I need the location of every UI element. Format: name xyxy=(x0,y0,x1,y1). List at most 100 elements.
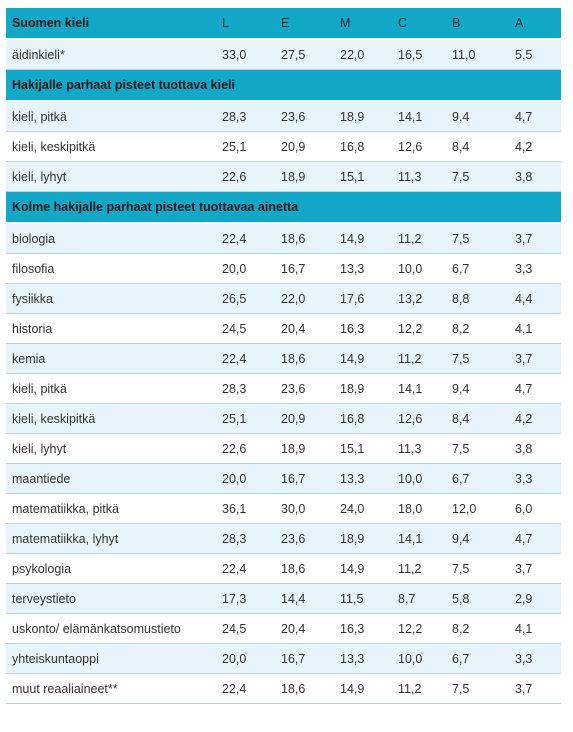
points-cell: 14,9 xyxy=(332,343,390,374)
subject-label: kemia xyxy=(6,343,214,374)
points-cell: 18,9 xyxy=(332,373,390,404)
points-cell: 14,9 xyxy=(332,553,390,584)
points-cell: 10,0 xyxy=(390,463,444,494)
points-cell: 9,4 xyxy=(444,523,507,554)
points-cell: 11,2 xyxy=(390,673,444,704)
table-row: kieli, keskipitkä 25,1 20,9 16,8 12,6 8,4 4,2 xyxy=(6,403,561,434)
subject-label: psykologia xyxy=(6,553,214,584)
points-cell: 16,8 xyxy=(332,131,390,162)
points-cell: 7,5 xyxy=(444,673,507,704)
table-row: kemia 22,4 18,6 14,9 11,2 7,5 3,7 xyxy=(6,343,561,374)
points-cell: 20,0 xyxy=(214,643,273,674)
points-cell: 16,5 xyxy=(390,39,444,70)
points-cell: 14,9 xyxy=(332,223,390,254)
points-cell: 14,1 xyxy=(390,373,444,404)
points-cell: 22,4 xyxy=(214,343,273,374)
points-table-container: Suomen kieli L E M C B A äidinkieli* 33,0… xyxy=(6,8,561,704)
points-cell: 4,1 xyxy=(507,613,561,644)
points-cell: 4,4 xyxy=(507,283,561,314)
points-cell: 25,1 xyxy=(214,131,273,162)
points-cell: 4,2 xyxy=(507,403,561,434)
points-cell: 3,3 xyxy=(507,463,561,494)
subject-label: kieli, lyhyt xyxy=(6,433,214,464)
points-cell: 11,2 xyxy=(390,343,444,374)
points-cell: 7,5 xyxy=(444,223,507,254)
points-cell: 22,0 xyxy=(273,283,332,314)
points-cell: 14,1 xyxy=(390,523,444,554)
points-cell: 30,0 xyxy=(273,493,332,524)
points-cell: 22,4 xyxy=(214,223,273,254)
points-cell: 22,4 xyxy=(214,673,273,704)
points-cell: 12,6 xyxy=(390,131,444,162)
table-row: yhteiskuntaoppi 20,0 16,7 13,3 10,0 6,7 3,3 xyxy=(6,643,561,674)
points-cell: 12,6 xyxy=(390,403,444,434)
table-row: historia 24,5 20,4 16,3 12,2 8,2 4,1 xyxy=(6,313,561,344)
points-cell: 3,8 xyxy=(507,161,561,192)
points-cell: 3,7 xyxy=(507,343,561,374)
grade-header-a: A xyxy=(507,8,561,40)
points-cell: 3,3 xyxy=(507,253,561,284)
table-row: psykologia 22,4 18,6 14,9 11,2 7,5 3,7 xyxy=(6,553,561,584)
points-cell: 11,3 xyxy=(390,161,444,192)
points-cell: 23,6 xyxy=(273,373,332,404)
points-cell: 22,0 xyxy=(332,39,390,70)
section-title: Kolme hakijalle parhaat pisteet tuottava… xyxy=(6,191,561,224)
table-row: kieli, lyhyt 22,6 18,9 15,1 11,3 7,5 3,8 xyxy=(6,433,561,464)
points-cell: 10,0 xyxy=(390,643,444,674)
points-cell: 9,4 xyxy=(444,373,507,404)
points-cell: 11,2 xyxy=(390,553,444,584)
subject-label: kieli, pitkä xyxy=(6,101,214,132)
points-cell: 22,4 xyxy=(214,553,273,584)
points-cell: 16,7 xyxy=(273,463,332,494)
points-cell: 8,7 xyxy=(390,583,444,614)
grade-header-c: C xyxy=(390,8,444,40)
points-cell: 9,4 xyxy=(444,101,507,132)
table-row: kieli, pitkä 28,3 23,6 18,9 14,1 9,4 4,7 xyxy=(6,373,561,404)
points-cell: 16,3 xyxy=(332,613,390,644)
points-cell: 28,3 xyxy=(214,101,273,132)
table-header-row: Suomen kieli L E M C B A xyxy=(6,8,561,40)
subject-label: muut reaaliaineet** xyxy=(6,673,214,704)
table-row: maantiede 20,0 16,7 13,3 10,0 6,7 3,3 xyxy=(6,463,561,494)
points-cell: 12,0 xyxy=(444,493,507,524)
points-cell: 18,6 xyxy=(273,223,332,254)
points-cell: 8,4 xyxy=(444,403,507,434)
subject-label: uskonto/ elämänkatsomustieto xyxy=(6,613,214,644)
points-cell: 18,6 xyxy=(273,343,332,374)
table-row: kieli, keskipitkä 25,1 20,9 16,8 12,6 8,4 4,2 xyxy=(6,131,561,162)
points-cell: 7,5 xyxy=(444,161,507,192)
points-cell: 13,3 xyxy=(332,463,390,494)
points-cell: 14,9 xyxy=(332,673,390,704)
points-cell: 4,7 xyxy=(507,523,561,554)
points-cell: 5,5 xyxy=(507,39,561,70)
points-cell: 7,5 xyxy=(444,343,507,374)
points-cell: 22,6 xyxy=(214,433,273,464)
table-row: matematiikka, pitkä 36,1 30,0 24,0 18,0 12,0 6… xyxy=(6,493,561,524)
points-cell: 18,6 xyxy=(273,553,332,584)
points-cell: 18,9 xyxy=(273,433,332,464)
points-cell: 3,3 xyxy=(507,643,561,674)
points-cell: 16,8 xyxy=(332,403,390,434)
points-cell: 24,5 xyxy=(214,613,273,644)
points-cell: 24,5 xyxy=(214,313,273,344)
points-cell: 7,5 xyxy=(444,553,507,584)
table-row: matematiikka, lyhyt 28,3 23,6 18,9 14,1 9,4 4,… xyxy=(6,523,561,554)
points-table: Suomen kieli L E M C B A äidinkieli* 33,0… xyxy=(6,8,561,704)
points-cell: 28,3 xyxy=(214,523,273,554)
subject-label: fysiikka xyxy=(6,283,214,314)
table-row: filosofia 20,0 16,7 13,3 10,0 6,7 3,3 xyxy=(6,253,561,284)
subject-label: biologia xyxy=(6,223,214,254)
table-row: terveystieto 17,3 14,4 11,5 8,7 5,8 2,9 xyxy=(6,583,561,614)
points-cell: 8,8 xyxy=(444,283,507,314)
subject-label: yhteiskuntaoppi xyxy=(6,643,214,674)
points-cell: 6,7 xyxy=(444,643,507,674)
grade-header-l: L xyxy=(214,8,273,40)
points-cell: 4,7 xyxy=(507,373,561,404)
subject-label: äidinkieli* xyxy=(6,39,214,70)
points-cell: 8,2 xyxy=(444,613,507,644)
points-cell: 6,0 xyxy=(507,493,561,524)
points-cell: 33,0 xyxy=(214,39,273,70)
points-cell: 20,0 xyxy=(214,463,273,494)
points-cell: 26,5 xyxy=(214,283,273,314)
subject-label: matematiikka, lyhyt xyxy=(6,523,214,554)
